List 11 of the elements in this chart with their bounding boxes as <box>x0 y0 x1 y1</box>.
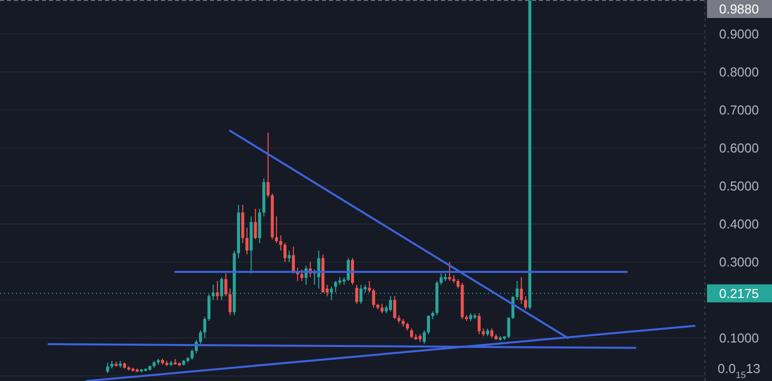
y-tick-label: 0.7000 <box>719 102 759 118</box>
y-tick-label: 0.9000 <box>719 26 759 42</box>
y-tick-label: 0.3000 <box>719 254 759 270</box>
y-tick-label: 0.6000 <box>719 140 759 156</box>
ref-line-label: 0.2175 <box>719 286 759 301</box>
y-tick-label: 0.0$_{15}$13 <box>718 361 760 380</box>
y-tick-label: 0.8000 <box>719 64 759 80</box>
y-tick-label: 0.5000 <box>719 178 759 194</box>
ref-line-label: 0.9880 <box>719 2 759 16</box>
y-tick-label: 0.4000 <box>719 216 759 232</box>
y-tick-label: 0.1000 <box>719 330 759 346</box>
